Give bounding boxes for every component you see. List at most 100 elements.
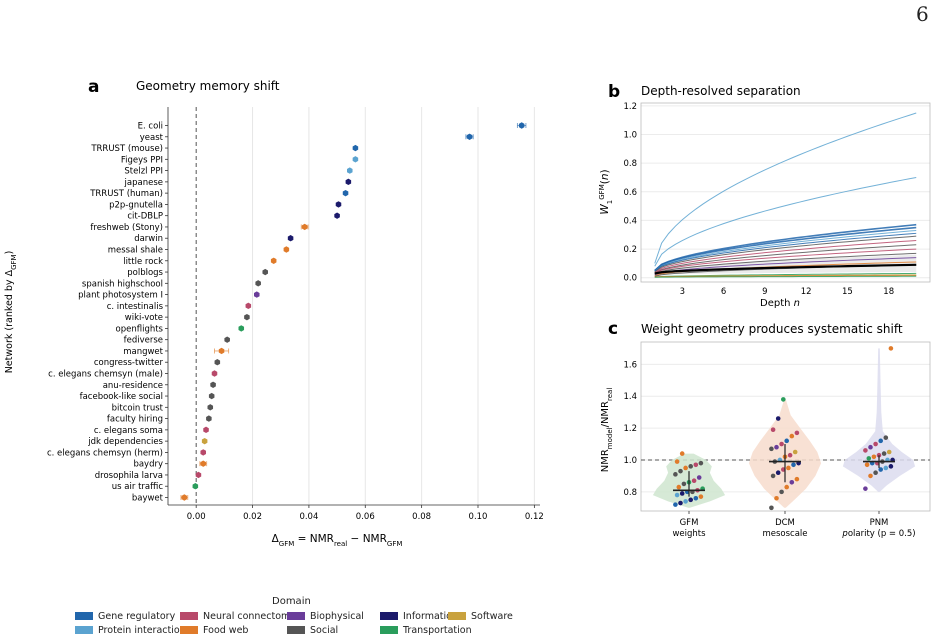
b-xtick-label: 3: [680, 287, 685, 297]
a-network-label: mangwet: [123, 347, 163, 357]
c-point: [770, 427, 776, 432]
figure-canvas: a Geometry memory shift 0.00 0.02 0.04 0.06…: [4, 77, 931, 548]
c-point: [873, 470, 878, 476]
c-point: [693, 495, 699, 501]
c-point: [698, 494, 704, 499]
c-point: [781, 397, 786, 402]
a-network-label: c. elegans chemsyn (male): [48, 370, 163, 380]
panel-a-title: Geometry memory shift: [136, 79, 280, 93]
a-point: [238, 325, 245, 332]
a-point: [211, 370, 218, 377]
b-series-line: [654, 229, 917, 272]
legend-label: Social: [310, 625, 339, 636]
a-xtick-label: 0.08: [412, 512, 431, 522]
a-network-label: Stelzl PPI: [124, 167, 163, 177]
c-point: [786, 465, 791, 471]
c-point: [794, 430, 800, 436]
c-point: [871, 454, 877, 460]
legend-swatch: [448, 612, 466, 620]
c-ytick-label: 1.6: [623, 360, 637, 370]
a-point: [255, 280, 261, 287]
b-mean-line: [654, 263, 917, 275]
a-network-label: fediverse: [124, 336, 163, 346]
a-point: [200, 460, 206, 467]
legend-title: Domain: [272, 596, 311, 607]
c-point: [674, 492, 680, 498]
c-point: [789, 433, 795, 439]
a-xtick-label: 0.00: [187, 512, 206, 522]
c-ytick-label: 1.4: [623, 392, 637, 402]
a-point: [287, 235, 294, 242]
a-network-label: jdk dependencies: [87, 437, 163, 447]
c-point: [679, 491, 685, 496]
c-point: [888, 346, 894, 351]
c-point: [679, 451, 685, 456]
c-point: [678, 468, 683, 474]
legend-label: Gene regulatory: [98, 611, 176, 622]
legend-label: Protein interaction: [98, 625, 186, 636]
b-series-line: [654, 275, 917, 278]
a-network-label: openflights: [116, 324, 164, 334]
a-point: [200, 449, 206, 456]
a-network-label: p2p-gnutella: [109, 200, 163, 210]
c-point: [779, 489, 784, 495]
a-point: [335, 201, 342, 208]
c-point: [678, 500, 683, 506]
a-point: [347, 167, 353, 174]
a-network-label: drosophila larva: [95, 471, 163, 481]
a-network-label: messal shale: [108, 246, 163, 256]
b-series-line: [654, 272, 917, 278]
c-point: [792, 449, 798, 455]
panel-a-ylabel: Network (ranked by ΔGFM): [4, 251, 18, 374]
legend-item: Biophysical: [287, 611, 364, 623]
a-point: [206, 415, 212, 422]
a-network-label: faculty hiring: [107, 415, 163, 425]
c-ytick-label: 1.0: [623, 456, 637, 466]
b-series-line: [654, 252, 917, 275]
a-point: [301, 223, 308, 231]
b-ytick-label: 1.0: [623, 131, 637, 141]
c-point: [775, 416, 781, 421]
b-frame: [640, 102, 931, 283]
legend-swatch: [75, 612, 93, 620]
a-point: [466, 133, 473, 140]
a-network-label: c. elegans chemsyn (herm): [47, 448, 163, 458]
legend-item: Social: [287, 625, 338, 637]
legend-swatch: [287, 626, 305, 634]
b-series-line: [654, 248, 917, 274]
panel-b-letter: b: [608, 82, 620, 102]
c-group-sublabel: mesoscale: [762, 529, 807, 539]
legend-label: Neural connectome: [203, 611, 297, 622]
b-xtick-label: 6: [721, 287, 726, 297]
c-point: [691, 478, 697, 484]
b-series-line: [654, 232, 917, 272]
b-series-line: [654, 112, 917, 264]
legend-swatch: [287, 612, 305, 620]
c-group-label: DCM: [775, 518, 795, 528]
a-point: [218, 347, 225, 355]
c-point: [868, 444, 873, 450]
b-series-line: [654, 176, 917, 267]
c-point: [883, 465, 889, 471]
a-point: [214, 359, 221, 366]
a-network-label: baywet: [132, 494, 164, 504]
c-group-label: PNM: [870, 518, 889, 528]
b-xtick-label: 18: [883, 287, 894, 297]
c-point: [881, 451, 887, 456]
legend-item: Information: [380, 611, 458, 623]
b-series-line: [654, 223, 917, 272]
c-point: [698, 460, 704, 466]
c-point: [673, 502, 678, 507]
c-point: [688, 464, 693, 469]
a-network-label: darwin: [134, 234, 163, 244]
c-point: [784, 484, 789, 490]
b-series-line: [654, 226, 917, 272]
b-series-line: [654, 239, 917, 274]
c-point: [794, 476, 800, 482]
a-point: [352, 144, 359, 152]
b-ytick-label: 0.0: [623, 274, 637, 284]
b-ytick-label: 0.8: [623, 159, 637, 169]
c-point: [886, 449, 892, 455]
a-network-label: c. intestinalis: [107, 302, 164, 312]
